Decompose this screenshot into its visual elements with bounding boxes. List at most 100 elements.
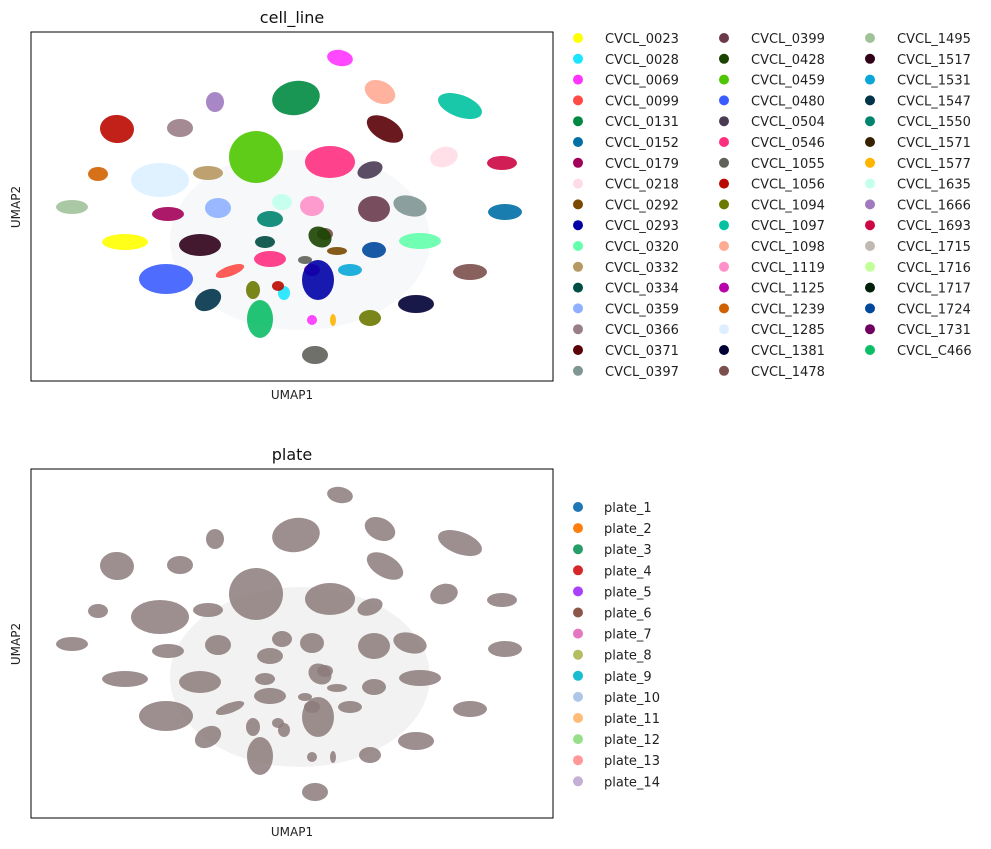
cluster-cvcl_1693 bbox=[487, 156, 517, 170]
cluster-plate-mixed bbox=[487, 593, 517, 607]
legend-marker-cvcl_0099 bbox=[573, 95, 583, 106]
legend-label-cvcl_0293: CVCL_0293 bbox=[605, 219, 679, 234]
legend-marker-cvcl_1285 bbox=[719, 324, 729, 335]
cluster-cvcl_0099 bbox=[215, 264, 245, 278]
legend-marker-plate-1 bbox=[573, 502, 583, 512]
legend-marker-cvcl_1381 bbox=[719, 345, 729, 355]
cluster-plate-mixed bbox=[308, 663, 332, 685]
cluster-plate-mixed bbox=[206, 529, 224, 549]
cluster-cvcl_1055 bbox=[298, 256, 312, 264]
legend-marker-cvcl_0366 bbox=[573, 324, 583, 335]
legend-marker-cvcl_0399 bbox=[719, 33, 729, 43]
cluster-cvcl_0320 bbox=[399, 233, 441, 249]
cluster-plate-mixed bbox=[272, 631, 292, 647]
cluster-plate-mixed bbox=[56, 637, 88, 651]
scatter-points-plate bbox=[56, 486, 522, 801]
cluster-plate-mixed bbox=[100, 551, 134, 581]
cluster-plate-mixed bbox=[338, 701, 362, 713]
legend-marker-cvcl_1666 bbox=[865, 199, 875, 210]
cluster-cvcl_0069 bbox=[307, 315, 317, 325]
cluster-cvcl_0332 bbox=[193, 166, 223, 180]
cluster-cvcl_1097 bbox=[438, 93, 482, 119]
legend-marker-cvcl_0179 bbox=[573, 157, 583, 168]
cluster-cvcl_1478 bbox=[453, 264, 487, 280]
cluster-cvcl_1547 bbox=[194, 288, 222, 312]
legend-label-cvcl_0371: CVCL_0371 bbox=[605, 344, 679, 359]
legend-label-cvcl_0069: CVCL_0069 bbox=[605, 74, 679, 89]
legend-marker-cvcl_0332 bbox=[573, 261, 583, 272]
legend-label-cvcl_1547: CVCL_1547 bbox=[897, 94, 971, 109]
cluster-plate-mixed bbox=[438, 530, 482, 556]
legend-marker-cvcl_1517 bbox=[865, 53, 875, 64]
legend-marker-cvcl_1495 bbox=[865, 33, 875, 43]
legend-marker-cvcl_0371 bbox=[573, 345, 583, 355]
legend-label-cvcl_0292: CVCL_0292 bbox=[605, 198, 679, 213]
scatter-dust-plate bbox=[170, 587, 430, 767]
legend-label-cvcl_1693: CVCL_1693 bbox=[897, 219, 971, 234]
legend-label-plate-13: plate_13 bbox=[604, 754, 660, 769]
legend-label-cvcl_1517: CVCL_1517 bbox=[897, 53, 971, 68]
legend-marker-cvcl_1731 bbox=[865, 324, 875, 335]
legend-label-cvcl_1717: CVCL_1717 bbox=[897, 282, 971, 297]
cluster-plate-mixed bbox=[255, 673, 275, 685]
cluster-plate-mixed bbox=[257, 648, 283, 664]
legend-label-cvcl_1055: CVCL_1055 bbox=[751, 157, 825, 172]
cluster-cvcl_0399 bbox=[358, 196, 390, 222]
legend-label-cvcl_1577: CVCL_1577 bbox=[897, 157, 971, 172]
legend-label-cvcl_1285: CVCL_1285 bbox=[751, 323, 825, 338]
cluster-plate-mixed bbox=[327, 486, 353, 504]
cluster-plate-mixed bbox=[399, 670, 441, 686]
legend-marker-plate-12 bbox=[573, 734, 583, 745]
cluster-plate-mixed bbox=[430, 583, 458, 605]
legend-label-cvcl_0218: CVCL_0218 bbox=[605, 178, 679, 193]
legend-label-cvcl_1056: CVCL_1056 bbox=[751, 178, 825, 193]
cluster-cvcl_0218 bbox=[430, 146, 458, 168]
legend-label-cvcl_1731: CVCL_1731 bbox=[897, 323, 971, 338]
legend-label-cvcl_0428: CVCL_0428 bbox=[751, 53, 825, 68]
cluster-plate-mixed bbox=[362, 679, 386, 695]
cluster-plate-mixed bbox=[302, 783, 328, 801]
legend-label-cvcl_1666: CVCL_1666 bbox=[897, 198, 971, 213]
legend-marker-cvcl_0397 bbox=[573, 365, 583, 376]
legend-label-cvcl_1239: CVCL_1239 bbox=[751, 302, 825, 317]
cluster-cvcl_0480 bbox=[139, 264, 193, 294]
legend-label-cvcl_1571: CVCL_1571 bbox=[897, 136, 971, 151]
cluster-cvcl_1055 bbox=[302, 346, 328, 364]
cluster-plate-mixed bbox=[194, 725, 222, 749]
legend-label-plate-12: plate_12 bbox=[604, 733, 660, 748]
legend-label-cvcl_0366: CVCL_0366 bbox=[605, 323, 679, 338]
cluster-plate-mixed bbox=[364, 516, 396, 542]
legend-marker-cvcl_1098 bbox=[719, 241, 729, 251]
cluster-cvcl_1550 bbox=[257, 211, 283, 227]
legend-marker-plate-2 bbox=[573, 523, 583, 534]
legend-marker-plate-5 bbox=[573, 586, 583, 597]
legend-label-cvcl_1097: CVCL_1097 bbox=[751, 219, 825, 234]
cluster-cvcl_1056 bbox=[100, 114, 134, 144]
cluster-cvcl_c466 bbox=[247, 300, 273, 338]
legend-marker-cvcl_1055 bbox=[719, 157, 729, 168]
legend-marker-cvcl_1724 bbox=[865, 303, 875, 314]
legend-marker-cvcl_0546 bbox=[719, 137, 729, 147]
cluster-plate-mixed bbox=[359, 747, 381, 763]
cluster-plate-mixed bbox=[300, 633, 324, 653]
cluster-cvcl_1666 bbox=[206, 92, 224, 112]
cluster-plate-mixed bbox=[152, 644, 184, 658]
legend-marker-plate-4 bbox=[573, 565, 583, 576]
legend-label-plate-9: plate_9 bbox=[604, 670, 652, 685]
legend-label-cvcl_0023: CVCL_0023 bbox=[605, 32, 679, 47]
legend-label-plate-6: plate_6 bbox=[604, 607, 652, 622]
legend-marker-plate-11 bbox=[573, 713, 583, 723]
cluster-plate-mixed bbox=[357, 598, 383, 616]
legend-label-cvcl_0334: CVCL_0334 bbox=[605, 282, 679, 297]
cluster-plate-mixed bbox=[327, 684, 347, 692]
legend-cell-line: CVCL_0023 CVCL_0028 CVCL_0069 CVCL_0099 CVCL… bbox=[573, 32, 972, 380]
cluster-cvcl_0371 bbox=[366, 115, 404, 143]
cluster-plate-mixed bbox=[254, 688, 286, 704]
cluster-plate-mixed bbox=[305, 583, 355, 615]
cluster-plate-mixed bbox=[398, 732, 434, 750]
legend-label-cvcl_0504: CVCL_0504 bbox=[751, 115, 825, 130]
legend-marker-plate-10 bbox=[573, 691, 583, 702]
legend-label-cvcl_0099: CVCL_0099 bbox=[605, 94, 679, 109]
cluster-cvcl_0366 bbox=[167, 119, 193, 137]
legend-label-cvcl_0397: CVCL_0397 bbox=[605, 365, 679, 380]
